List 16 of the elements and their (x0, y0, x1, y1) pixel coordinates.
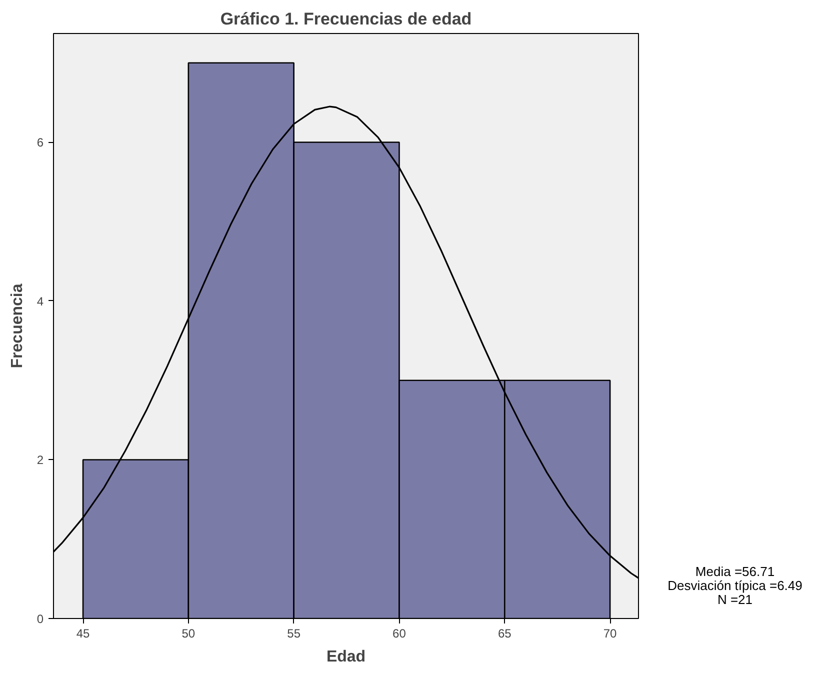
x-tick-label: 55 (287, 626, 301, 640)
text: N =21 (717, 592, 753, 607)
x-tick-label: 45 (76, 626, 90, 640)
text: Desviación típica =6.49 (668, 578, 802, 593)
x-axis-title: Edad (326, 648, 366, 666)
text: Media =56.71 (695, 564, 775, 579)
y-tick-label: 0 (36, 612, 44, 626)
x-tick-label: 70 (603, 626, 618, 640)
chart-title: Gráfico 1. Frecuencias de edad (220, 10, 472, 28)
y-tick-label: 2 (36, 453, 44, 468)
y-tick-label: 6 (36, 136, 44, 150)
x-tick-label: 50 (182, 626, 196, 640)
x-tick-label: 60 (392, 626, 406, 640)
y-tick-label: 4 (36, 294, 44, 308)
y-axis-title: Frecuencia (8, 284, 26, 368)
x-tick-label: 65 (498, 626, 512, 640)
